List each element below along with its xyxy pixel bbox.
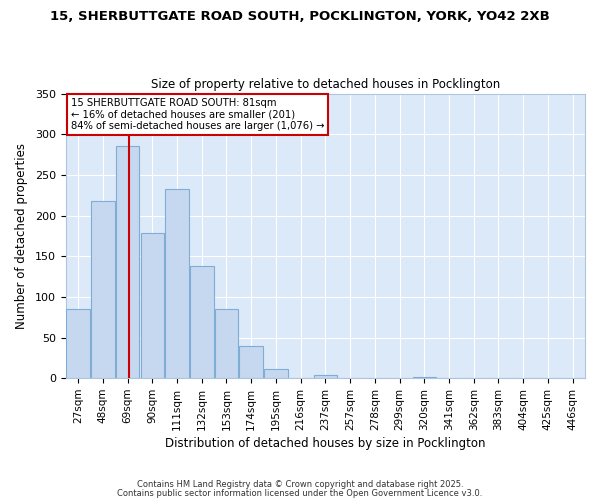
X-axis label: Distribution of detached houses by size in Pocklington: Distribution of detached houses by size … [165,437,485,450]
Bar [264,370,287,378]
Y-axis label: Number of detached properties: Number of detached properties [15,143,28,329]
Bar [215,309,238,378]
Title: Size of property relative to detached houses in Pocklington: Size of property relative to detached ho… [151,78,500,91]
Bar [116,146,139,378]
Bar [91,201,115,378]
Bar [239,346,263,378]
Bar [140,234,164,378]
Text: Contains HM Land Registry data © Crown copyright and database right 2025.: Contains HM Land Registry data © Crown c… [137,480,463,489]
Text: Contains public sector information licensed under the Open Government Licence v3: Contains public sector information licen… [118,488,482,498]
Text: 15 SHERBUTTGATE ROAD SOUTH: 81sqm
← 16% of detached houses are smaller (201)
84%: 15 SHERBUTTGATE ROAD SOUTH: 81sqm ← 16% … [71,98,325,131]
Text: 15, SHERBUTTGATE ROAD SOUTH, POCKLINGTON, YORK, YO42 2XB: 15, SHERBUTTGATE ROAD SOUTH, POCKLINGTON… [50,10,550,23]
Bar [190,266,214,378]
Bar [67,309,90,378]
Bar [314,375,337,378]
Bar [166,188,189,378]
